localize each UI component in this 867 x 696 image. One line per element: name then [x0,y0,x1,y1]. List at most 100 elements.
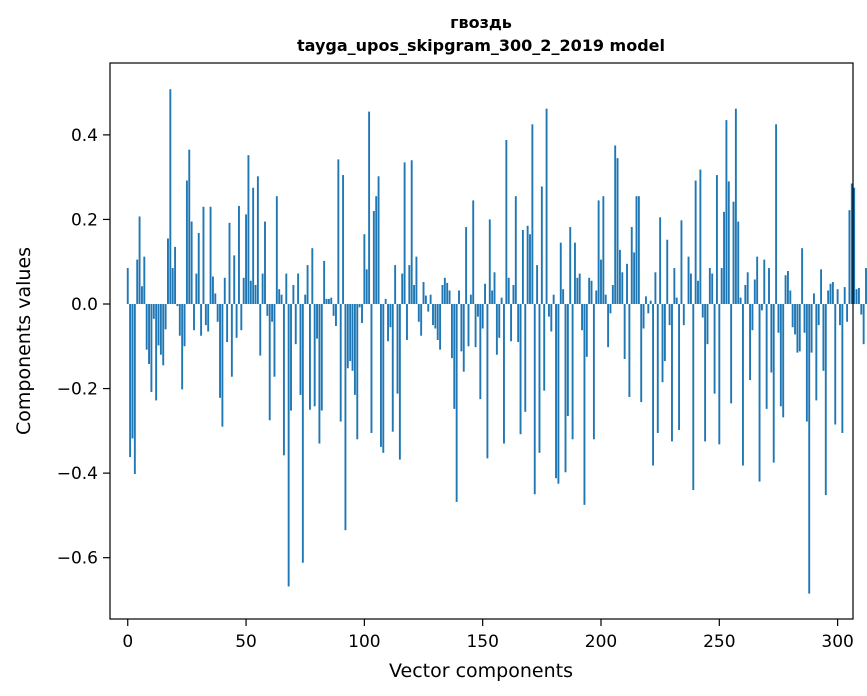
bar [233,255,236,304]
bar [228,222,231,304]
bar [798,304,801,352]
bar [616,158,619,304]
bar [422,282,425,305]
chart-title: гвоздь [450,13,512,32]
bar [268,304,271,421]
bar [188,149,191,305]
bar [424,295,427,305]
bar [443,277,446,304]
bar [841,304,844,433]
bar [626,263,628,305]
bar [645,296,647,304]
bar [784,275,787,304]
bar [448,290,451,304]
bar [853,187,856,304]
x-tick-label: 150 [466,632,498,652]
bar [356,304,359,440]
bar [145,304,148,350]
bar [214,293,217,304]
bar [607,304,610,348]
bar [242,277,245,304]
y-tick-label: 0.2 [71,210,98,230]
bar [621,272,624,304]
bar [301,304,304,563]
bar [403,162,406,304]
bar [287,304,290,587]
bar [337,159,340,304]
bar [141,286,143,305]
bar [571,304,574,440]
bar [247,155,250,304]
bar [209,206,212,305]
bar [254,284,257,305]
bar [824,304,827,496]
bar [477,304,479,317]
x-tick-label: 100 [348,632,380,652]
bar [857,287,860,305]
bar [737,221,740,305]
bar [531,124,534,305]
bar [588,277,591,304]
bar [647,304,650,314]
bar [839,304,841,326]
bar [361,304,363,324]
bar [484,283,486,305]
bar [363,234,366,304]
bar [642,304,645,329]
bar [410,160,413,305]
bar [420,304,423,336]
bar [245,214,247,305]
bar [190,221,193,305]
bar [171,268,174,304]
bar [827,290,830,304]
y-tick-label: −0.2 [57,380,98,400]
bar [176,304,179,307]
bar [602,196,605,305]
bar [618,249,621,304]
bar [252,187,255,304]
bar [472,200,475,304]
bar [600,259,602,305]
bar [280,294,283,304]
bar [398,304,401,460]
bar [865,268,867,304]
bar [316,304,318,339]
bar [408,265,411,304]
bar [566,304,569,417]
bar [581,304,584,331]
bar [640,304,643,403]
bar [739,297,742,304]
bar [261,273,264,304]
bar [387,304,389,342]
bar [304,294,307,304]
bar [623,304,626,359]
bar [460,304,463,352]
bar [157,304,160,346]
bar [512,284,515,305]
bar [313,304,316,407]
bar [320,304,323,411]
bar [394,265,397,304]
bar [730,304,733,404]
bar [481,304,484,329]
bar [805,304,808,422]
bar [129,304,132,458]
y-axis-label: Components values [13,247,35,435]
bar [332,304,335,316]
bar [285,273,288,304]
bar [661,304,664,383]
bar [339,304,342,422]
bar [353,304,356,395]
bar [181,304,184,390]
bar [413,284,416,305]
bar [143,256,146,305]
bar [637,196,640,305]
bar [649,300,652,304]
bar [675,297,678,304]
y-tick-label: 0.4 [71,126,98,146]
bar [368,111,371,305]
bar [595,290,598,304]
bar [519,304,522,435]
bar [167,238,169,305]
